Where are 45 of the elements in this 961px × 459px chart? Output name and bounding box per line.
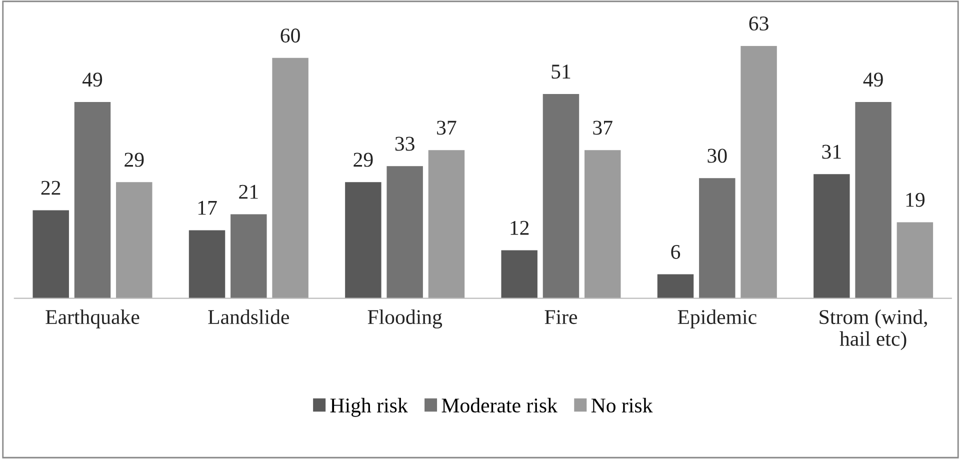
bar	[188, 230, 226, 298]
data-label: 31	[822, 144, 841, 159]
bar	[501, 250, 538, 298]
bar	[740, 46, 777, 298]
bar	[428, 150, 465, 298]
bar	[272, 58, 308, 298]
data-label: 51	[552, 64, 570, 79]
data-label: 17	[198, 200, 217, 215]
data-label: 29	[124, 152, 144, 167]
bar	[542, 94, 580, 298]
bar	[855, 102, 892, 298]
data-label: 30	[708, 148, 727, 163]
x-tick-label: Earthquake	[46, 309, 140, 328]
data-label: 37	[437, 120, 456, 135]
x-tick-label: Flooding	[368, 309, 442, 328]
data-label: 12	[510, 220, 529, 235]
data-label: 29	[354, 152, 373, 167]
bar	[345, 182, 382, 298]
bar	[584, 150, 621, 298]
data-label: 22	[41, 180, 60, 195]
bar	[116, 182, 152, 298]
bar	[386, 166, 423, 298]
data-label: 21	[239, 184, 258, 199]
bar	[657, 274, 694, 298]
bar	[74, 102, 111, 298]
data-label: 37	[593, 120, 612, 135]
x-tick-label: Strom (wind, hail etc)	[820, 309, 927, 350]
bar	[699, 178, 736, 298]
legend-label: No risk	[591, 398, 653, 413]
data-label: 49	[863, 72, 883, 87]
data-label: 60	[280, 28, 300, 43]
legend-label: Moderate risk	[442, 398, 558, 413]
bar	[814, 174, 850, 298]
x-tick-label: Fire	[544, 310, 578, 324]
data-label: 33	[395, 136, 414, 151]
data-label: 49	[82, 72, 102, 87]
data-label: 6	[671, 244, 680, 259]
data-label: 63	[749, 16, 768, 31]
bar	[896, 222, 934, 298]
x-tick-label: Epidemic	[678, 309, 756, 328]
legend-label: High risk	[330, 398, 408, 417]
data-label: 19	[906, 192, 925, 207]
x-tick-label: Landslide	[208, 309, 290, 324]
bar	[230, 214, 267, 298]
bar	[32, 210, 69, 298]
